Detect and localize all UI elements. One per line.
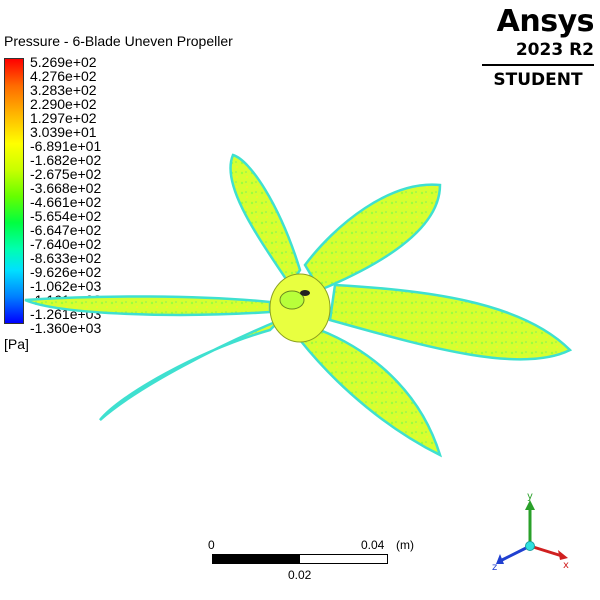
legend-tick-label: -8.633e+02 <box>30 250 102 266</box>
scale-end: 0.04 <box>361 538 385 552</box>
ansys-logo: Ansys 2023 R2 STUDENT <box>482 4 595 90</box>
legend-tick-label: 3.283e+02 <box>30 82 97 98</box>
legend-tick-label: -9.626e+02 <box>30 264 102 280</box>
blade-left <box>24 295 272 317</box>
blade-lower-right <box>298 328 443 458</box>
blade-right <box>328 283 573 361</box>
plot-title: Pressure - 6-Blade Uneven Propeller <box>4 33 233 49</box>
legend-tick-label: -5.654e+02 <box>30 208 102 224</box>
legend-tick-label: -1.062e+03 <box>30 278 102 294</box>
scale-start: 0 <box>208 538 215 552</box>
legend-tick-label: 1.297e+02 <box>30 110 97 126</box>
legend-tick-label: 5.269e+02 <box>30 54 97 70</box>
blade-upper-left <box>229 153 302 288</box>
legend-tick-label: 3.039e+01 <box>30 124 97 140</box>
legend-tick-label: -4.661e+02 <box>30 194 102 210</box>
logo-edition: STUDENT <box>493 70 583 90</box>
propeller-hub <box>269 273 331 343</box>
legend-tick-label: -6.891e+01 <box>30 138 102 154</box>
blade-lower-left <box>99 318 281 421</box>
logo-divider <box>482 64 594 66</box>
logo-brand: Ansys <box>496 4 595 39</box>
axis-x-label: x <box>563 560 569 571</box>
legend-tick-label: 4.276e+02 <box>30 68 97 84</box>
legend-tick-label: 2.290e+02 <box>30 96 97 112</box>
axis-y-label: y <box>527 491 533 502</box>
legend-tick-label: -3.668e+02 <box>30 180 102 196</box>
legend-tick-label: -1.360e+03 <box>30 320 102 336</box>
axis-triad: y x z <box>492 491 569 573</box>
legend-unit: [Pa] <box>4 336 29 352</box>
axis-z-label: z <box>492 562 497 573</box>
legend-tick-label: -7.640e+02 <box>30 236 102 252</box>
propeller-blades <box>24 153 573 458</box>
scale-bar-graphic <box>212 554 388 564</box>
legend-tick-label: -1.682e+02 <box>30 152 102 168</box>
scale-unit: (m) <box>396 538 414 552</box>
color-bar <box>4 58 24 324</box>
blade-upper-right <box>303 183 442 292</box>
scale-mid: 0.02 <box>288 568 312 582</box>
legend-tick-label: -2.675e+02 <box>30 166 102 182</box>
legend-tick-label: -6.647e+02 <box>30 222 102 238</box>
logo-version: 2023 R2 <box>515 40 594 60</box>
